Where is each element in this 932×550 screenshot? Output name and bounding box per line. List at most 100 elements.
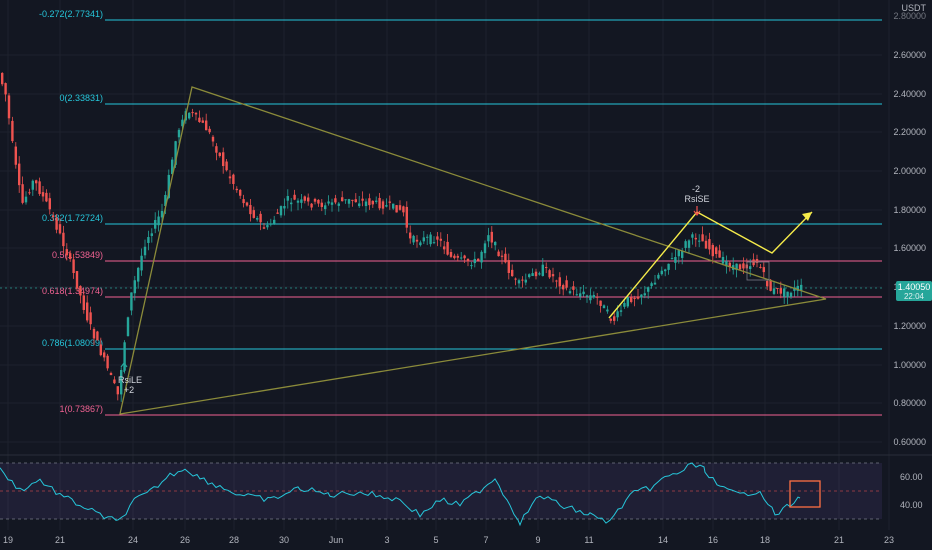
candle-body bbox=[446, 241, 449, 255]
candle-body bbox=[330, 202, 334, 205]
candle-body bbox=[480, 251, 483, 263]
candle-body bbox=[368, 198, 371, 206]
candle-body bbox=[35, 180, 38, 184]
candle-body bbox=[432, 242, 436, 244]
candle-body bbox=[500, 255, 504, 257]
date-tick-label: 3 bbox=[384, 535, 389, 545]
candle-body bbox=[211, 136, 215, 142]
candle-body bbox=[735, 263, 738, 270]
candle-body bbox=[273, 219, 276, 225]
date-tick-label: 26 bbox=[180, 535, 190, 545]
candle-body bbox=[398, 205, 402, 210]
candle-body bbox=[126, 317, 130, 337]
date-tick-label: 14 bbox=[658, 535, 668, 545]
projection-arrowhead-icon bbox=[802, 212, 812, 221]
candle-body bbox=[133, 280, 136, 294]
fib-label-0: 0(2.33831) bbox=[59, 93, 103, 103]
time-axis[interactable]: 19 21 24 26 28 30 Jun 3 5 7 9 11 14 16 18 21 23 bbox=[3, 535, 894, 545]
price-tick-label: 1.20000 bbox=[893, 321, 926, 331]
rsi-highlight-box[interactable] bbox=[789, 480, 821, 508]
candle-body bbox=[558, 277, 561, 287]
candle-body bbox=[205, 120, 208, 131]
candle-body bbox=[235, 188, 238, 191]
candle-body bbox=[106, 355, 109, 369]
candle-body bbox=[191, 112, 194, 114]
candle-body bbox=[310, 203, 313, 208]
candlestick-series[interactable] bbox=[1, 72, 803, 402]
candle-body bbox=[99, 344, 102, 356]
date-tick-label: 23 bbox=[884, 535, 894, 545]
candle-body bbox=[497, 251, 500, 257]
candle-body bbox=[171, 159, 174, 175]
fibonacci-retracement[interactable]: -0.272(2.77341) 0(2.33831) 0.382(1.72724… bbox=[39, 9, 882, 416]
signal-short-label: RsiSE bbox=[684, 194, 709, 204]
candle-body bbox=[388, 201, 391, 203]
candle-body bbox=[245, 202, 249, 206]
candle-body bbox=[783, 288, 786, 297]
candle-body bbox=[392, 203, 395, 209]
price-tick-label: 1.80000 bbox=[893, 205, 926, 215]
last-price-value: 1.40050 bbox=[898, 282, 931, 292]
candle-body bbox=[21, 184, 24, 203]
candle-body bbox=[215, 146, 218, 153]
candle-body bbox=[711, 245, 714, 257]
candle-body bbox=[463, 255, 466, 259]
candle-body bbox=[354, 199, 357, 203]
candle-body bbox=[276, 212, 279, 214]
rsi-level-40: 40.00 bbox=[900, 500, 923, 510]
price-pane[interactable]: -0.272(2.77341) 0(2.33831) 0.382(1.72724… bbox=[0, 9, 882, 416]
candle-body bbox=[473, 258, 476, 264]
candle-body bbox=[572, 286, 575, 290]
candle-body bbox=[194, 112, 198, 115]
candle-body bbox=[466, 258, 470, 262]
signal-long-label: RsiLE bbox=[118, 375, 142, 385]
candle-body bbox=[490, 231, 493, 243]
candle-body bbox=[725, 261, 728, 267]
last-price-badge bbox=[896, 281, 932, 301]
candle-body bbox=[69, 253, 72, 259]
fib-label-0786: 0.786(1.08099) bbox=[42, 338, 103, 348]
candle-body bbox=[630, 297, 633, 302]
candle-body bbox=[759, 266, 762, 268]
selection-box[interactable] bbox=[746, 261, 770, 281]
fib-label-05: 0.5(1.53849) bbox=[52, 250, 103, 260]
candle-body bbox=[796, 285, 799, 291]
candle-body bbox=[779, 288, 782, 294]
candle-body bbox=[422, 237, 425, 242]
candle-body bbox=[252, 210, 255, 218]
candle-body bbox=[62, 232, 65, 247]
rsi-pane[interactable]: 60.00 40.00 bbox=[0, 462, 923, 527]
candle-body bbox=[242, 199, 245, 204]
date-tick-label: 11 bbox=[584, 535, 593, 545]
candle-body bbox=[698, 240, 701, 242]
price-tick-label: 1.60000 bbox=[893, 243, 926, 253]
candle-body bbox=[14, 146, 17, 165]
candle-body bbox=[341, 197, 344, 202]
candle-body bbox=[402, 206, 405, 213]
candle-body bbox=[52, 215, 55, 218]
candle-body bbox=[534, 271, 538, 277]
candle-body bbox=[494, 241, 497, 246]
candle-body bbox=[545, 267, 548, 269]
candle-body bbox=[531, 273, 534, 277]
candle-body bbox=[786, 291, 789, 298]
price-axis[interactable]: USDT 2.80000 2.60000 2.40000 2.20000 2.0000… bbox=[893, 3, 932, 447]
candle-body bbox=[174, 141, 177, 165]
candle-body bbox=[89, 312, 92, 325]
candle-body bbox=[660, 270, 663, 275]
candle-body bbox=[31, 180, 34, 190]
candle-body bbox=[256, 218, 259, 220]
candle-body bbox=[225, 161, 228, 171]
rsi-line[interactable] bbox=[0, 462, 801, 527]
candle-body bbox=[521, 279, 524, 281]
candle-body bbox=[157, 216, 160, 226]
candle-body bbox=[626, 297, 629, 307]
candle-body bbox=[140, 255, 143, 271]
candle-body bbox=[283, 206, 286, 209]
candle-body bbox=[11, 120, 14, 142]
candle-body bbox=[674, 257, 677, 263]
projection-path[interactable] bbox=[608, 211, 813, 319]
triangle-pattern[interactable] bbox=[119, 86, 827, 415]
candle-body bbox=[317, 199, 320, 204]
